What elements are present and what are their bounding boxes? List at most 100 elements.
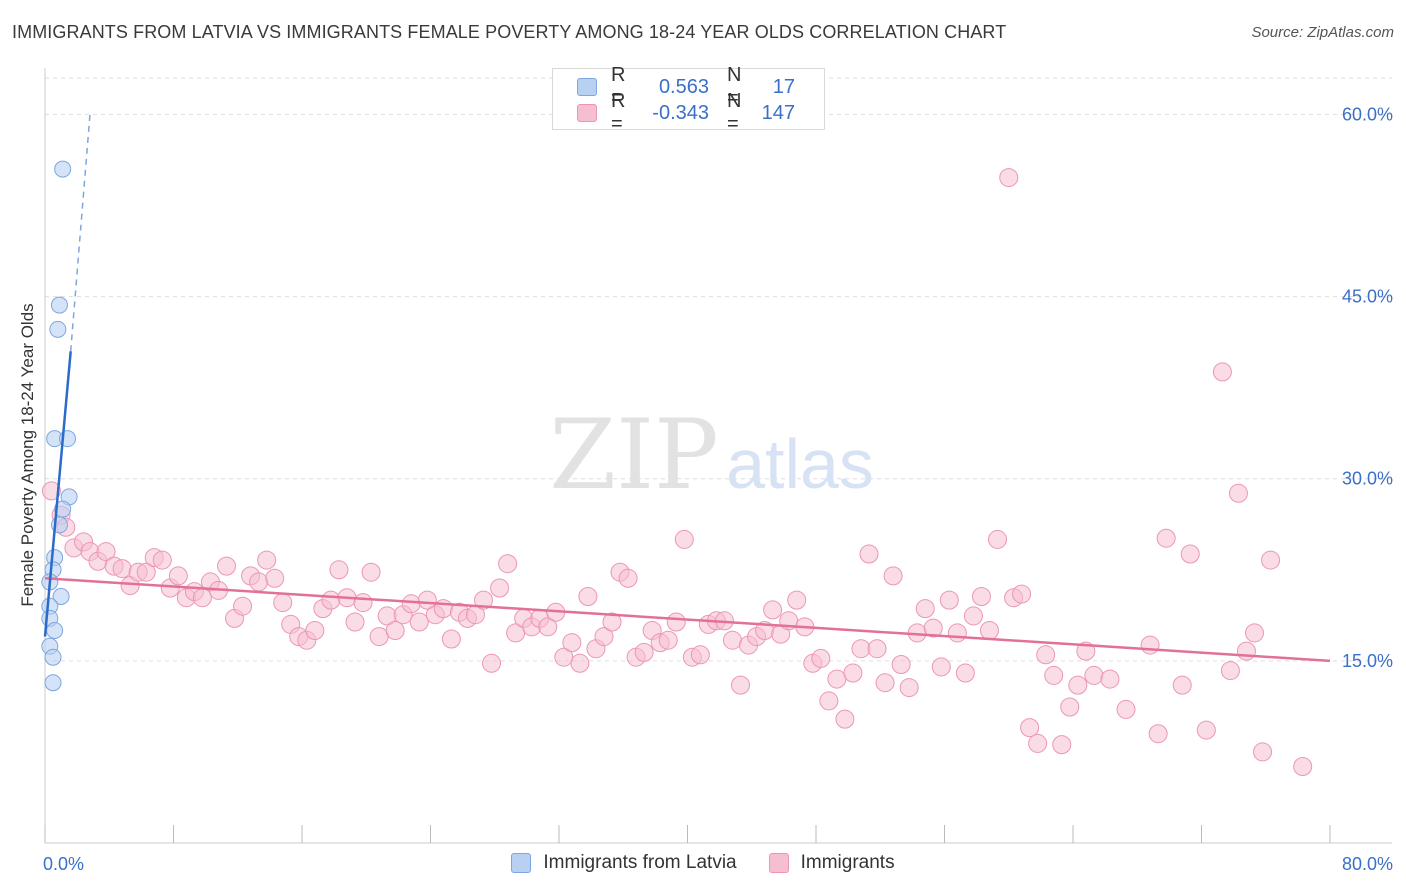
latvia-point (52, 588, 70, 605)
immigrants-point (923, 618, 943, 638)
legend-swatch-blue (511, 853, 532, 873)
immigrants-point (112, 559, 132, 579)
tick-labels: 15.0% 30.0% 45.0% 60.0% 0.0% 80.0% (43, 104, 1393, 874)
immigrants-point (915, 599, 935, 619)
immigrants-point (490, 578, 510, 598)
immigrants-point (562, 633, 582, 653)
immigrants-point (482, 653, 502, 673)
trend-lines (43, 114, 1331, 663)
immigrants-point (1060, 697, 1080, 717)
latvia-point (49, 320, 67, 338)
source-label: Source: ZipAtlas.com (1251, 24, 1394, 41)
watermark-zip: ZIP (549, 399, 718, 511)
watermark-atlas: atlas (726, 425, 874, 503)
immigrants-point (41, 481, 61, 501)
immigrants-point (152, 550, 172, 570)
immigrants-point (875, 673, 895, 693)
immigrants-point (369, 627, 389, 647)
immigrants-point (233, 596, 253, 616)
legend-swatch-pink (768, 853, 789, 873)
immigrants-point (1228, 483, 1248, 503)
immigrants-point (819, 691, 839, 711)
y-tick-label: 45.0% (1342, 287, 1393, 307)
immigrants-point (1245, 623, 1265, 643)
immigrants-point (136, 562, 156, 582)
immigrants-point (1100, 669, 1120, 689)
immigrants-point (498, 554, 518, 574)
immigrants-point (1084, 665, 1104, 685)
immigrants-point (602, 612, 622, 632)
y-axis-label: Female Poverty Among 18-24 Year Olds (18, 303, 37, 607)
immigrants-point (1020, 718, 1040, 738)
immigrants-point (441, 629, 461, 649)
immigrants-point (722, 630, 742, 650)
immigrants-point (192, 588, 212, 608)
legend-r-label: R = (611, 90, 626, 135)
immigrants-point (168, 566, 188, 586)
immigrants-trend-line (44, 577, 1331, 663)
immigrants-point (257, 550, 277, 570)
immigrants-point (345, 612, 365, 632)
immigrants-point (1180, 544, 1200, 564)
x-tick-label-right: 80.0% (1342, 854, 1393, 874)
immigrants-point (265, 568, 285, 588)
immigrants-point (851, 639, 871, 659)
immigrants-point (963, 606, 983, 626)
immigrants-point (939, 590, 959, 610)
immigrants-point (1028, 733, 1048, 753)
immigrants-point (947, 623, 967, 643)
immigrants-point (999, 168, 1019, 188)
immigrants-point (1220, 661, 1240, 681)
immigrants-point (883, 566, 903, 586)
legend-n-value: 17 (772, 75, 795, 98)
latvia-point (54, 160, 72, 178)
legend-r-value: 0.563 (658, 75, 709, 98)
immigrants-point (321, 590, 341, 610)
immigrants-point (763, 600, 783, 620)
immigrants-point (474, 590, 494, 610)
immigrants-point (1156, 528, 1176, 548)
latvia-point (50, 296, 68, 314)
immigrants-point (1140, 635, 1160, 655)
axes (44, 68, 1392, 844)
immigrants-point (1012, 584, 1032, 604)
x-tick-label-left: 0.0% (43, 854, 84, 874)
legend-n-value: 147 (761, 101, 795, 124)
immigrants-point (787, 590, 807, 610)
legend-row-immigrants: R = -0.343 N = 147 (577, 90, 795, 135)
legend-n-label: N = (727, 90, 742, 135)
immigrants-point (658, 630, 678, 650)
legend-item-latvia[interactable]: Immigrants from Latvia (511, 852, 737, 874)
immigrants-point (891, 655, 911, 674)
immigrants-point (811, 648, 831, 668)
immigrants-point (1212, 362, 1232, 382)
immigrants-point (618, 568, 638, 588)
immigrants-point (674, 529, 694, 549)
y-tick-label: 30.0% (1342, 469, 1393, 489)
immigrants-point (361, 562, 381, 582)
immigrants-point (96, 542, 116, 562)
immigrants-point (979, 621, 999, 640)
immigrants-point (1068, 675, 1088, 695)
latvia-trend-extension (69, 114, 91, 352)
latvia-point (46, 622, 64, 639)
immigrants-point (1036, 645, 1056, 665)
legend-swatch-blue (577, 78, 597, 96)
latvia-point (44, 674, 62, 692)
series-legend: Immigrants from Latvia Immigrants (0, 852, 1406, 874)
immigrants-point (899, 678, 919, 698)
immigrants-point (1236, 641, 1256, 661)
immigrants-point (578, 587, 598, 606)
chart-title: IMMIGRANTS FROM LATVIA VS IMMIGRANTS FEM… (12, 22, 1007, 42)
y-tick-label: 15.0% (1342, 651, 1393, 671)
legend-item-immigrants[interactable]: Immigrants (768, 852, 895, 874)
immigrants-point (1116, 699, 1136, 719)
immigrants-point (827, 669, 847, 689)
immigrants-point (1253, 742, 1273, 762)
immigrants-point (273, 593, 293, 613)
immigrants-point (305, 621, 325, 640)
immigrants-point (1044, 665, 1064, 685)
immigrants-point (570, 653, 590, 673)
immigrants-point (1293, 757, 1313, 776)
